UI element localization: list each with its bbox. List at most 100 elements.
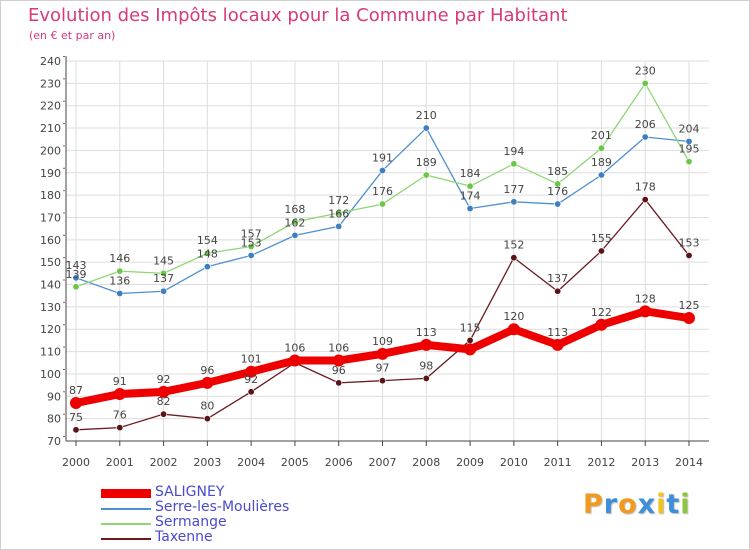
data-point-sermange — [554, 180, 562, 188]
data-label-serre-les-moulieres: 174 — [460, 190, 481, 203]
legend-swatch-saligney — [101, 489, 151, 498]
data-label-serre-les-moulieres: 162 — [284, 216, 305, 229]
data-label-serre-les-moulieres: 153 — [241, 236, 262, 249]
x-tick-label: 2005 — [281, 456, 309, 469]
y-tick-label: 100 — [40, 368, 61, 381]
data-label-saligney: 120 — [503, 310, 524, 323]
x-tick-label: 2013 — [631, 456, 659, 469]
x-tick-label: 2007 — [369, 456, 397, 469]
data-point-saligney — [420, 338, 433, 351]
data-label-serre-les-moulieres: 166 — [328, 207, 349, 220]
data-label-taxenne: 98 — [419, 359, 433, 372]
logo-letter: i — [656, 489, 667, 520]
data-label-sermange: 146 — [109, 252, 130, 265]
data-label-sermange: 185 — [547, 165, 568, 178]
data-label-taxenne: 96 — [332, 364, 346, 377]
y-tick-label: 170 — [40, 211, 61, 224]
data-label-taxenne: 155 — [591, 232, 612, 245]
data-point-saligney — [551, 338, 564, 351]
data-point-sermange — [641, 79, 649, 87]
y-tick-label: 180 — [40, 189, 61, 202]
x-tick-label: 2001 — [106, 456, 134, 469]
y-tick-label: 140 — [40, 279, 61, 292]
data-label-sermange: 201 — [591, 129, 612, 142]
y-tick-label: 210 — [40, 122, 61, 135]
data-point-taxenne — [641, 196, 649, 204]
data-labels: 75 76 82 80 92 96 97 98 115 152 137 155 178 153 143 136… — [66, 64, 700, 423]
data-label-sermange: 139 — [66, 268, 87, 281]
data-label-saligney: 109 — [372, 335, 393, 348]
data-label-saligney: 101 — [241, 353, 262, 366]
data-point-taxenne — [203, 415, 211, 423]
data-point-taxenne — [466, 336, 474, 344]
axes: 7080901001101201301401501601701801902002… — [40, 55, 709, 469]
data-label-sermange: 176 — [372, 185, 393, 198]
data-label-sermange: 168 — [284, 203, 305, 216]
data-label-taxenne: 152 — [503, 239, 524, 252]
data-label-taxenne: 153 — [679, 236, 700, 249]
legend-swatch-serre-les-moulieres — [101, 508, 151, 510]
data-label-saligney: 113 — [547, 326, 568, 339]
data-point-serre-les-moulieres — [335, 222, 343, 230]
data-point-taxenne — [554, 287, 562, 295]
data-point-serre-les-moulieres — [160, 287, 168, 295]
data-point-taxenne — [247, 388, 255, 396]
data-point-sermange — [597, 144, 605, 152]
data-point-saligney — [683, 312, 695, 325]
y-tick-label: 130 — [40, 301, 61, 314]
data-label-saligney: 128 — [635, 292, 656, 305]
x-tick-label: 2011 — [544, 456, 572, 469]
data-point-serre-les-moulieres — [422, 124, 430, 132]
data-point-saligney — [70, 397, 82, 409]
data-label-serre-les-moulieres: 137 — [153, 272, 174, 285]
series-group — [70, 79, 695, 434]
logo-letter: P — [583, 489, 604, 520]
y-tick-label: 150 — [40, 256, 61, 269]
y-tick-label: 240 — [40, 55, 61, 68]
x-tick-label: 2008 — [412, 456, 440, 469]
data-point-saligney — [639, 305, 652, 318]
data-point-taxenne — [597, 247, 605, 255]
y-tick-label: 160 — [40, 234, 61, 247]
logo-letter: o — [618, 489, 638, 520]
data-label-serre-les-moulieres: 148 — [197, 248, 218, 261]
legend-label-serre-les-moulieres: Serre-les-Moulières — [155, 499, 290, 515]
data-point-saligney — [507, 323, 520, 336]
data-point-taxenne — [510, 254, 518, 262]
data-label-taxenne: 115 — [460, 321, 481, 334]
data-label-saligney: 125 — [679, 299, 700, 312]
data-point-sermange — [72, 283, 80, 291]
data-label-saligney: 92 — [157, 373, 171, 386]
x-tick-label: 2004 — [237, 456, 265, 469]
logo-letter: x — [637, 489, 657, 520]
data-point-taxenne — [116, 424, 124, 432]
logo-letter: i — [680, 489, 691, 520]
data-label-sermange: 157 — [241, 228, 262, 241]
data-point-saligney — [157, 385, 170, 398]
logo-letter: t — [666, 489, 681, 520]
data-label-serre-les-moulieres: 177 — [503, 183, 524, 196]
data-point-saligney — [595, 318, 608, 331]
x-tick-label: 2006 — [325, 456, 353, 469]
data-label-sermange: 172 — [328, 194, 349, 207]
gridlines — [66, 60, 709, 442]
data-point-serre-les-moulieres — [72, 274, 80, 282]
data-point-serre-les-moulieres — [597, 171, 605, 179]
data-point-serre-les-moulieres — [247, 251, 255, 259]
data-label-taxenne: 178 — [635, 181, 656, 194]
x-tick-label: 2014 — [675, 456, 703, 469]
data-point-taxenne — [72, 426, 80, 434]
data-label-serre-les-moulieres: 143 — [66, 259, 87, 272]
logo-letter: r — [603, 489, 619, 520]
legend-label-saligney: SALIGNEY — [155, 484, 225, 500]
data-label-sermange: 184 — [460, 167, 481, 180]
data-point-saligney — [332, 354, 345, 367]
data-label-taxenne: 82 — [157, 395, 171, 408]
proxiti-logo: Proxiti — [583, 489, 691, 520]
data-point-taxenne — [335, 379, 343, 387]
x-tick-label: 2010 — [500, 456, 528, 469]
data-point-sermange — [247, 243, 255, 251]
legend-swatch-taxenne — [101, 538, 151, 540]
data-label-taxenne: 92 — [244, 373, 258, 386]
